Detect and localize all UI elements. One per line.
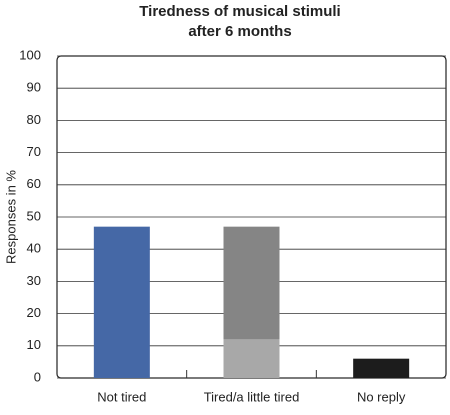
y-tick-label: 90 bbox=[27, 80, 41, 95]
y-tick-label: 20 bbox=[27, 305, 41, 320]
y-tick-label: 40 bbox=[27, 241, 41, 256]
y-tick-label: 10 bbox=[27, 337, 41, 352]
y-tick-label: 60 bbox=[27, 176, 41, 191]
x-tick-label: Not tired bbox=[97, 389, 146, 404]
y-tick-label: 30 bbox=[27, 273, 41, 288]
x-tick-label: Tired/a little tired bbox=[204, 389, 300, 404]
y-tick-label: 50 bbox=[27, 208, 41, 223]
y-axis-label: Responses in % bbox=[3, 170, 18, 264]
y-tick-label: 0 bbox=[34, 369, 41, 384]
chart-title: after 6 months bbox=[188, 23, 291, 40]
bar-segment bbox=[93, 226, 150, 378]
y-tick-label: 80 bbox=[27, 112, 41, 127]
bar-segment bbox=[353, 358, 410, 378]
y-tick-label: 70 bbox=[27, 144, 41, 159]
y-tick-label: 100 bbox=[19, 47, 41, 62]
x-tick-label: No reply bbox=[357, 389, 406, 404]
bar-segment bbox=[223, 226, 280, 340]
chart-title: Tiredness of musical stimuli bbox=[139, 3, 340, 20]
bar-segment bbox=[223, 339, 280, 378]
